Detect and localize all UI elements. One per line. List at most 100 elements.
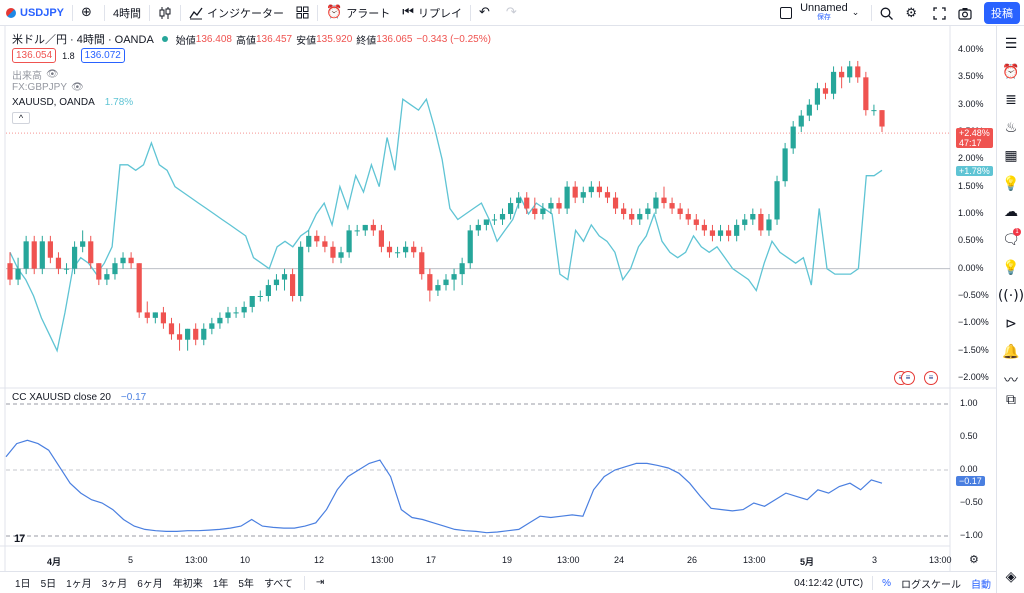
chevron-down-icon: ⌄: [851, 8, 860, 18]
candle: [588, 181, 594, 198]
divider: [149, 4, 151, 21]
watchlist-icon[interactable]: ☰: [1004, 36, 1018, 52]
candle: [855, 60, 861, 83]
date-range-button[interactable]: 5年: [238, 579, 254, 590]
camera-icon: [958, 7, 972, 20]
layout-icon: [780, 7, 793, 19]
collapse-legend-button[interactable]: ^: [12, 112, 30, 124]
candle: [629, 208, 635, 225]
undo-button[interactable]: ↶: [473, 0, 500, 26]
alarm-clock-icon[interactable]: ⏰: [1002, 64, 1020, 80]
divider: [180, 4, 182, 21]
alert-label: アラート: [346, 7, 391, 20]
stream-icon[interactable]: ((·)): [997, 288, 1024, 304]
date-range-button[interactable]: 1年: [212, 579, 229, 590]
goto-date-button[interactable]: ⇥: [311, 577, 329, 588]
alert-button[interactable]: ⏰ アラート: [320, 0, 396, 26]
volume-legend[interactable]: 出来高 👁: [12, 67, 59, 82]
search-button[interactable]: [874, 0, 899, 26]
layout-templates-button[interactable]: [290, 0, 315, 26]
indicators-button[interactable]: インジケーター: [183, 0, 290, 26]
candle: [104, 268, 110, 286]
snapshot-button[interactable]: [952, 0, 978, 26]
sell-price-button[interactable]: 136.054: [12, 48, 57, 63]
play-circle-icon[interactable]: ⊳: [1005, 316, 1017, 332]
replay-button[interactable]: ⏮ リプレイ: [396, 0, 468, 26]
indicator-line-path: [5, 439, 883, 534]
candle: [782, 142, 788, 187]
eye-hidden-icon[interactable]: 👁: [71, 82, 84, 93]
compare-price-tag: +1.78%: [956, 166, 993, 176]
percent-scale-toggle[interactable]: %: [882, 577, 891, 589]
candle: [338, 246, 344, 264]
candle: [419, 246, 425, 280]
candle: [39, 235, 45, 275]
candle: [136, 263, 142, 318]
ohlc-low-value: 135.920: [316, 33, 353, 45]
price-axis-label: −2.00%: [958, 372, 989, 382]
ohlc-open-value: 136.408: [195, 33, 232, 45]
time-axis-label: 10: [240, 555, 251, 565]
redo-button[interactable]: ↷: [500, 0, 527, 26]
market-open-dot: [161, 36, 168, 42]
date-range-button[interactable]: 年初来: [172, 579, 203, 590]
date-range-button[interactable]: 5日: [40, 579, 57, 590]
date-range-button[interactable]: 1日: [15, 579, 31, 590]
candle: [717, 224, 724, 242]
interval-button[interactable]: 4時間: [112, 7, 142, 20]
auto-scale-toggle[interactable]: 自動: [971, 579, 991, 591]
date-range-button[interactable]: 3ヶ月: [101, 579, 128, 590]
candle: [88, 235, 94, 269]
hotlist-flame-icon[interactable]: ♨: [1004, 120, 1018, 136]
layout-menu[interactable]: Unnamed 保存 ⌄: [774, 0, 869, 26]
us-event-flag-icon[interactable]: ≡: [924, 371, 938, 385]
candle: [734, 219, 740, 242]
publish-button[interactable]: 投稿: [984, 2, 1020, 24]
candle: [330, 241, 336, 264]
buy-price-button[interactable]: 136.072: [80, 48, 125, 63]
time-axis-label: 3: [872, 555, 878, 565]
bar-countdown-label: 47:17: [959, 138, 982, 148]
divider: [469, 4, 471, 21]
indicator-value: −0.17: [120, 392, 147, 403]
ohlc-close-value: 136.065: [376, 33, 413, 45]
main-series-title[interactable]: 米ドル／円 · 4時間 · OANDA: [12, 34, 154, 46]
date-range-button[interactable]: 6ヶ月: [137, 579, 163, 590]
date-range-button[interactable]: 1ヶ月: [66, 579, 92, 590]
layers-icon[interactable]: ◈: [1005, 569, 1017, 585]
us-event-flag-icon[interactable]: ≡: [901, 371, 915, 385]
candle: [193, 323, 199, 346]
symbol-search[interactable]: USDJPY: [0, 0, 70, 26]
candle: [750, 208, 756, 225]
chart-canvas[interactable]: [0, 26, 996, 571]
indicators-label: インジケーター: [207, 7, 285, 20]
candle: [362, 224, 368, 236]
pine-icon[interactable]: 💡: [1002, 260, 1020, 276]
redo-icon: ↷: [505, 5, 517, 20]
chevron-up-icon: ^: [18, 113, 24, 123]
log-scale-toggle[interactable]: ログスケール: [901, 579, 961, 591]
tradingview-logo: 17: [14, 533, 25, 545]
date-range-button[interactable]: すべて: [263, 579, 293, 590]
candle: [491, 214, 498, 225]
candle: [677, 203, 683, 220]
clock-timezone-button[interactable]: 04:12:42 (UTC): [794, 577, 864, 589]
compare1-legend[interactable]: FX:GBPJPY 👁: [12, 82, 84, 93]
eye-hidden-icon[interactable]: 👁: [46, 69, 59, 80]
compare2-legend[interactable]: XAUUSD, OANDA 1.78%: [12, 97, 133, 108]
ideas-bulb-icon[interactable]: 💡: [1002, 176, 1020, 192]
expand-panel-icon[interactable]: ⧉: [1006, 392, 1016, 408]
fullscreen-button[interactable]: [927, 0, 952, 26]
compare-add-button[interactable]: ⊕: [75, 0, 102, 26]
wave-icon[interactable]: 〰: [1004, 373, 1018, 389]
bottom-right-group: 04:12:42 (UTC) % ログスケール 自動: [789, 572, 996, 593]
settings-button[interactable]: ⚙: [899, 0, 927, 26]
bell-icon[interactable]: 🔔: [1002, 344, 1020, 360]
indicator-legend[interactable]: CC XAUUSD close 20 −0.17: [12, 392, 146, 403]
calendar-icon[interactable]: ▦: [1004, 148, 1018, 164]
axis-settings-gear-icon[interactable]: ⚙: [969, 553, 979, 566]
chart-type-button[interactable]: [152, 0, 178, 26]
chat-cloud-icon[interactable]: ☁: [1004, 204, 1018, 220]
list-add-icon[interactable]: ≣: [1005, 92, 1017, 108]
notifications-icon[interactable]: 🗨 1: [1002, 228, 1021, 248]
